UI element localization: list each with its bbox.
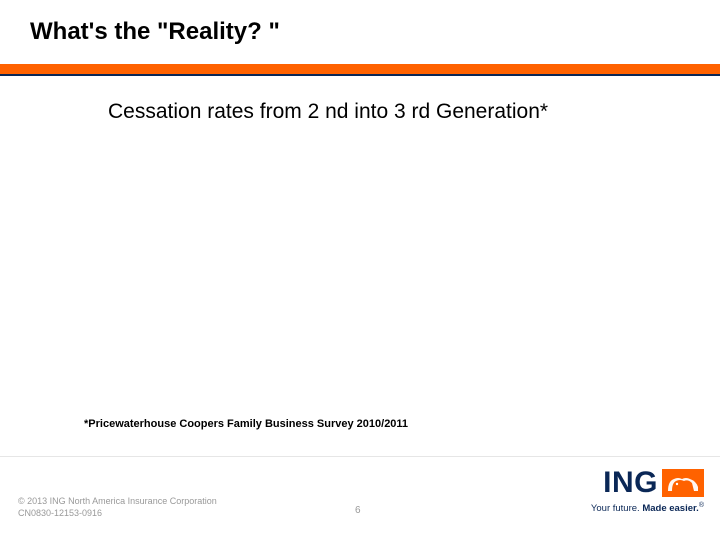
tagline-registered: ® (699, 502, 704, 509)
footnote-text: *Pricewaterhouse Coopers Family Business… (84, 418, 408, 430)
tagline-bold: Made easier. (642, 503, 699, 514)
copyright-line-2: CN0830-12153-0916 (18, 508, 217, 520)
logo-row: ING (603, 466, 704, 500)
copyright-line-1: © 2013 ING North America Insurance Corpo… (18, 496, 217, 508)
lion-icon (662, 469, 704, 497)
footnote-area: *Pricewaterhouse Coopers Family Business… (84, 418, 408, 430)
page-title: What's the "Reality? " (30, 18, 720, 46)
subtitle-text: Cessation rates from 2 nd into 3 rd Gene… (108, 100, 720, 124)
page-number-area: 6 (355, 500, 361, 518)
tagline-prefix: Your future. (591, 503, 642, 514)
footer-divider (0, 456, 720, 457)
copyright-area: © 2013 ING North America Insurance Corpo… (18, 496, 217, 519)
logo-text: ING (603, 466, 658, 500)
tagline: Your future. Made easier.® (591, 502, 704, 514)
logo-area: ING Your future. Made easier.® (591, 466, 704, 514)
title-area: What's the "Reality? " (0, 0, 720, 46)
subtitle-area: Cessation rates from 2 nd into 3 rd Gene… (0, 76, 720, 124)
page-number: 6 (355, 505, 361, 516)
orange-accent-bar (0, 64, 720, 74)
